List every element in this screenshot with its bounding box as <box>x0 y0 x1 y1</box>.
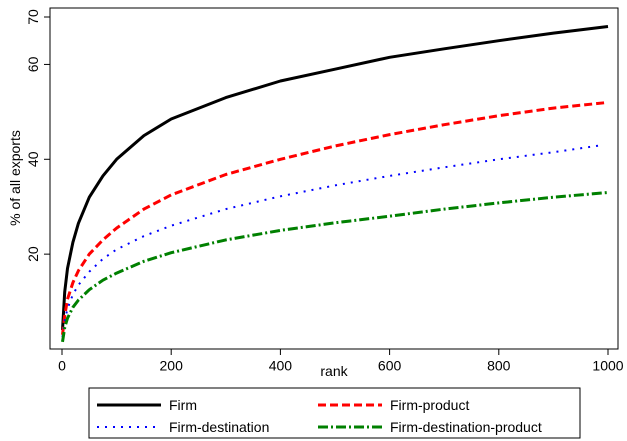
series-line-firm-product <box>61 100 609 335</box>
y-tick-label: 40 <box>25 151 41 167</box>
x-tick-label: 400 <box>269 357 293 373</box>
y-axis-title: % of all exports <box>7 130 23 226</box>
x-axis-title: rank <box>320 363 348 379</box>
series-lines <box>61 25 609 343</box>
series-line-firm <box>61 25 609 331</box>
x-tick-label: 800 <box>487 357 511 373</box>
legend-label: Firm-destination-product <box>390 419 542 435</box>
legend-label: Firm-product <box>390 397 469 413</box>
series-line-firm-destination-product <box>61 191 609 343</box>
x-axis-ticks: 0 200 400 600 800 1000 <box>58 349 624 373</box>
legend-label: Firm <box>169 397 197 413</box>
legend-label: Firm-destination <box>169 419 269 435</box>
x-tick-label: 200 <box>160 357 184 373</box>
x-tick-label: 0 <box>58 357 66 373</box>
legend-box <box>88 387 581 439</box>
y-tick-label: 20 <box>25 246 41 262</box>
series-line-firm-destination <box>61 144 603 338</box>
y-tick-label: 60 <box>25 56 41 72</box>
x-tick-label: 1000 <box>592 357 623 373</box>
plot-area <box>49 7 619 350</box>
y-tick-label: 70 <box>25 9 41 25</box>
x-tick-label: 600 <box>378 357 402 373</box>
y-axis-ticks: 20 40 60 70 <box>25 9 50 262</box>
legend: Firm Firm-product Firm-destination Firm-des… <box>88 387 581 439</box>
